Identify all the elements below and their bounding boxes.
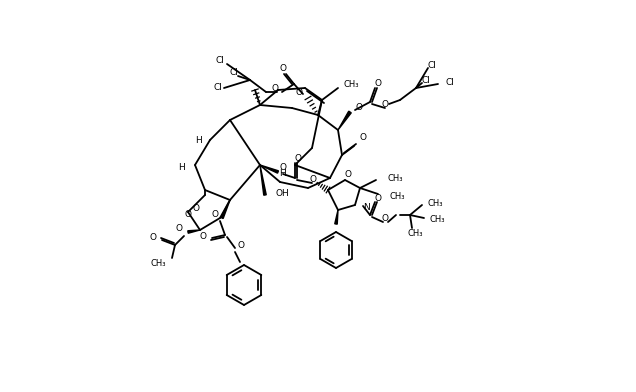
Polygon shape <box>188 230 200 233</box>
Text: N: N <box>363 203 370 212</box>
Text: Cl: Cl <box>216 56 225 65</box>
Text: O: O <box>272 83 279 93</box>
Text: O: O <box>294 154 301 163</box>
Text: CH₃: CH₃ <box>407 229 423 238</box>
Text: O: O <box>211 209 218 218</box>
Text: Cl: Cl <box>445 78 454 87</box>
Text: Cl: Cl <box>230 67 238 76</box>
Text: O: O <box>296 87 303 96</box>
Text: Cl: Cl <box>214 82 223 91</box>
Text: H: H <box>178 163 185 172</box>
Text: O: O <box>238 241 245 249</box>
Text: O: O <box>310 174 317 183</box>
Text: CH₃: CH₃ <box>390 192 406 200</box>
Text: O: O <box>345 169 352 178</box>
Text: O: O <box>375 194 382 203</box>
Text: H: H <box>195 136 202 145</box>
Text: O: O <box>184 209 191 218</box>
Text: O: O <box>381 214 388 223</box>
Polygon shape <box>338 111 351 130</box>
Text: O: O <box>176 223 183 232</box>
Polygon shape <box>260 165 279 173</box>
Polygon shape <box>221 200 230 218</box>
Text: O: O <box>359 132 366 142</box>
Text: O: O <box>150 232 157 241</box>
Text: O: O <box>382 100 389 109</box>
Text: CH₃: CH₃ <box>151 258 166 267</box>
Text: Cl: Cl <box>422 76 431 85</box>
Text: H: H <box>279 169 286 178</box>
Text: Cl: Cl <box>427 60 436 69</box>
Text: O: O <box>279 163 286 172</box>
Text: CH₃: CH₃ <box>344 80 359 89</box>
Polygon shape <box>260 165 266 195</box>
Text: O: O <box>355 102 362 111</box>
Text: CH₃: CH₃ <box>428 198 443 207</box>
Text: O: O <box>200 232 207 241</box>
Text: O: O <box>279 64 286 73</box>
Text: O: O <box>193 203 200 212</box>
Text: OH: OH <box>275 189 289 198</box>
Text: CH₃: CH₃ <box>430 214 445 223</box>
Text: CH₃: CH₃ <box>388 174 403 183</box>
Polygon shape <box>335 210 338 224</box>
Text: O: O <box>375 78 382 87</box>
